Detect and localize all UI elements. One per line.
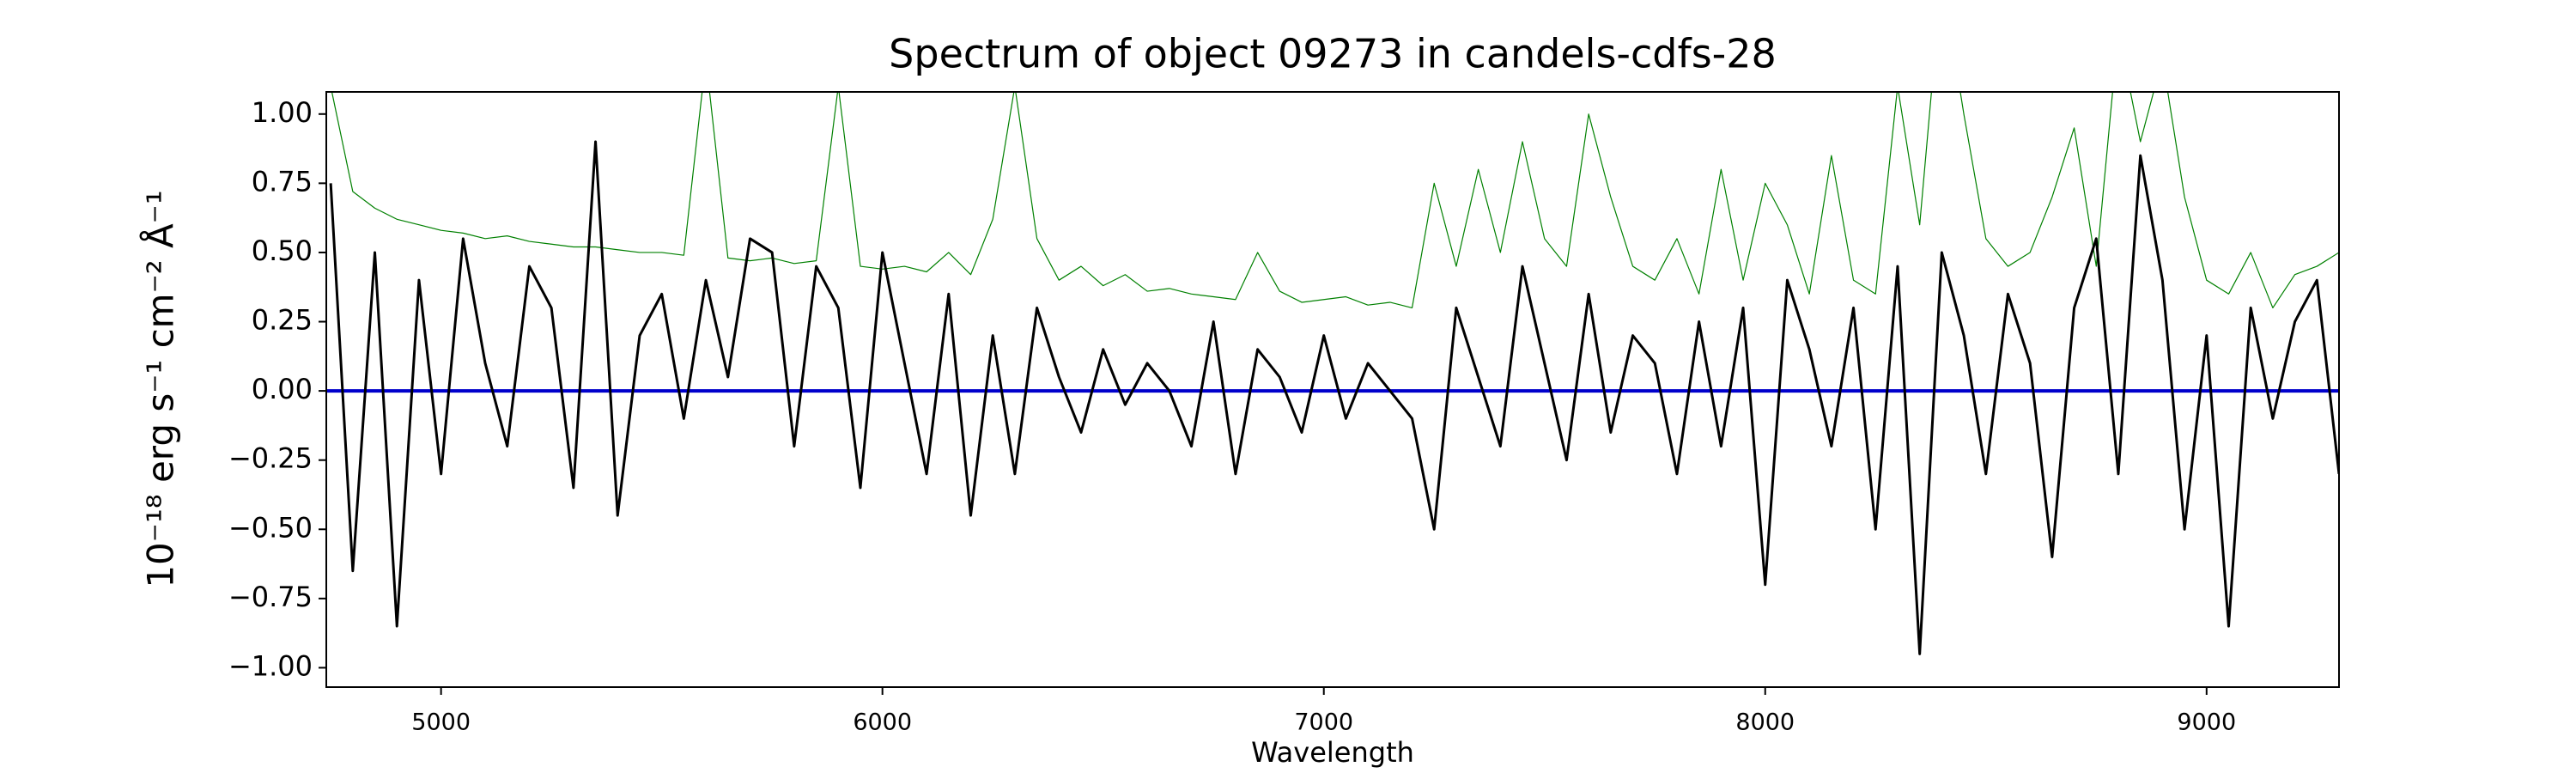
x-tick-label: 7000: [1294, 709, 1353, 736]
y-tick-label: −0.75: [228, 581, 313, 613]
y-tick-label: −0.50: [228, 511, 313, 544]
chart-title: Spectrum of object 09273 in candels-cdfs…: [889, 31, 1777, 77]
y-tick-label: −0.25: [228, 442, 313, 475]
x-tick-label: 5000: [411, 709, 471, 736]
spectrum-line: [331, 92, 2339, 309]
y-tick-label: 0.00: [252, 373, 313, 405]
y-axis-label: 10⁻¹⁸ erg s⁻¹ cm⁻² Å⁻¹: [139, 190, 182, 587]
y-tick-label: 0.50: [252, 234, 313, 267]
spectrum-line: [329, 140, 2339, 655]
y-tick-label: −1.00: [228, 649, 313, 682]
y-tick-label: 0.25: [252, 304, 313, 337]
y-tick-label: 0.75: [252, 165, 313, 198]
y-tick-label: 1.00: [252, 96, 313, 129]
x-tick-label: 9000: [2177, 709, 2236, 736]
x-axis-label: Wavelength: [1251, 736, 1414, 769]
plot-area: [326, 92, 2339, 655]
plot-frame: [325, 91, 2340, 688]
x-tick-label: 8000: [1735, 709, 1795, 736]
x-tick-label: 6000: [853, 709, 912, 736]
